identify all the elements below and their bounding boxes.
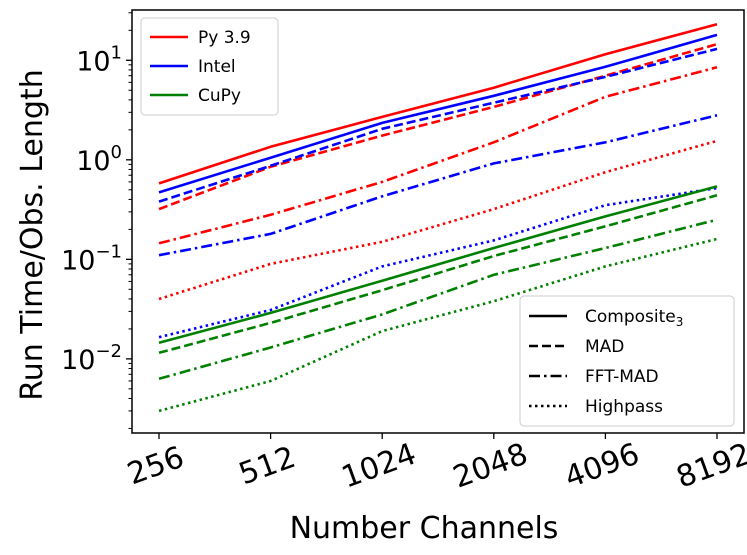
y-tick-label: 100	[76, 142, 122, 177]
series-line-9	[158, 194, 718, 355]
y-axis: 10−2 10−1 100 101	[61, 12, 132, 429]
plot-frame	[131, 9, 745, 434]
x-tick-label: 512	[234, 440, 300, 492]
legend-label: Py 3.9	[198, 28, 251, 48]
x-tick-label: 1024	[337, 437, 421, 496]
legend-label: FFT-MAD	[585, 367, 659, 387]
legend-implementations: Py 3.9 Intel CuPy	[140, 17, 279, 116]
legend-label: Highpass	[585, 397, 663, 417]
y-tick-label: 10−2	[61, 341, 122, 376]
y-tick-label: 101	[76, 42, 122, 77]
legend-label: CuPy	[198, 86, 241, 106]
legend-box	[519, 295, 735, 427]
series-line-5	[158, 47, 718, 203]
series-line-8	[158, 185, 718, 345]
x-tick-label: 2048	[449, 437, 533, 496]
x-tick-label: 4096	[560, 437, 644, 496]
legend-label: MAD	[585, 337, 624, 357]
x-tick-label: 8192	[672, 437, 747, 496]
series-line-2	[158, 66, 718, 245]
legend-box	[140, 17, 279, 116]
legend-methods: Composite3 MAD FFT-MAD Highpass	[519, 295, 735, 427]
series-line-11	[158, 237, 718, 413]
y-axis-label: Run Time/Obs. Length	[15, 69, 50, 400]
plot-area	[158, 23, 718, 413]
series-line-10	[158, 218, 718, 381]
legend-label: Intel	[198, 57, 236, 77]
x-tick-label: 256	[123, 440, 189, 492]
series-line-1	[158, 42, 718, 211]
series-line-3	[158, 139, 718, 301]
series-line-6	[158, 114, 718, 257]
x-axis: 256 512 1024 2048 4096 8192	[123, 433, 747, 496]
series-line-0	[158, 23, 718, 185]
legend-label: Composite3	[585, 307, 683, 329]
series-line-4	[158, 33, 718, 194]
x-axis-label: Number Channels	[290, 511, 559, 546]
y-tick-label: 10−1	[61, 241, 122, 276]
